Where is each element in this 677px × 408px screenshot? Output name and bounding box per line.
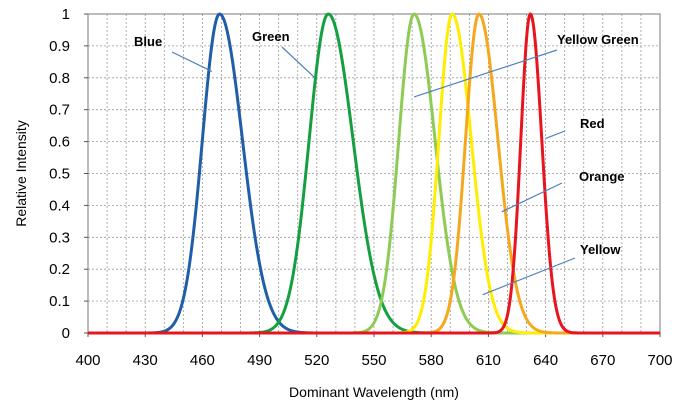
y-axis-title: Relative Intensity — [13, 120, 29, 227]
y-tick-label: 0.5 — [49, 166, 70, 183]
callout-line-orange — [501, 182, 563, 213]
y-tick-label: 0.2 — [49, 261, 70, 278]
x-tick-label: 400 — [75, 352, 100, 369]
x-axis-title: Dominant Wavelength (nm) — [289, 384, 459, 400]
y-tick-label: 0.1 — [49, 293, 70, 310]
x-tick-label: 460 — [190, 352, 215, 369]
x-tick-label: 640 — [533, 352, 558, 369]
series-label-blue: Blue — [134, 34, 162, 49]
series-label-yellow-green: Yellow Green — [557, 32, 639, 47]
callout-line-green — [281, 46, 316, 79]
callout-line-yellow — [482, 257, 576, 296]
y-tick-label: 0.7 — [49, 102, 70, 119]
series-label-orange: Orange — [579, 169, 625, 184]
y-tick-label: 0.4 — [49, 197, 70, 214]
callout-line-red — [545, 130, 566, 139]
x-tick-label: 700 — [647, 352, 672, 369]
series-line-red — [87, 12, 661, 335]
x-tick-label: 520 — [304, 352, 329, 369]
x-tick-label: 580 — [419, 352, 444, 369]
x-tick-label: 430 — [133, 352, 158, 369]
x-tick-label: 670 — [590, 352, 615, 369]
series-label-green: Green — [252, 29, 290, 44]
y-tick-label: 0.3 — [49, 229, 70, 246]
y-tick-label: 0 — [62, 325, 70, 342]
x-tick-label: 550 — [361, 352, 386, 369]
y-tick-label: 0.6 — [49, 134, 70, 151]
callout-line-blue — [171, 51, 213, 72]
y-tick-label: 1 — [62, 6, 70, 23]
y-tick-label: 0.9 — [49, 38, 70, 55]
y-tick-label: 0.8 — [49, 70, 70, 87]
callout-line-yellow-green — [413, 49, 558, 98]
series-label-red: Red — [580, 116, 605, 131]
x-tick-label: 610 — [476, 352, 501, 369]
x-tick-label: 490 — [247, 352, 272, 369]
series-label-yellow: Yellow — [580, 242, 621, 257]
